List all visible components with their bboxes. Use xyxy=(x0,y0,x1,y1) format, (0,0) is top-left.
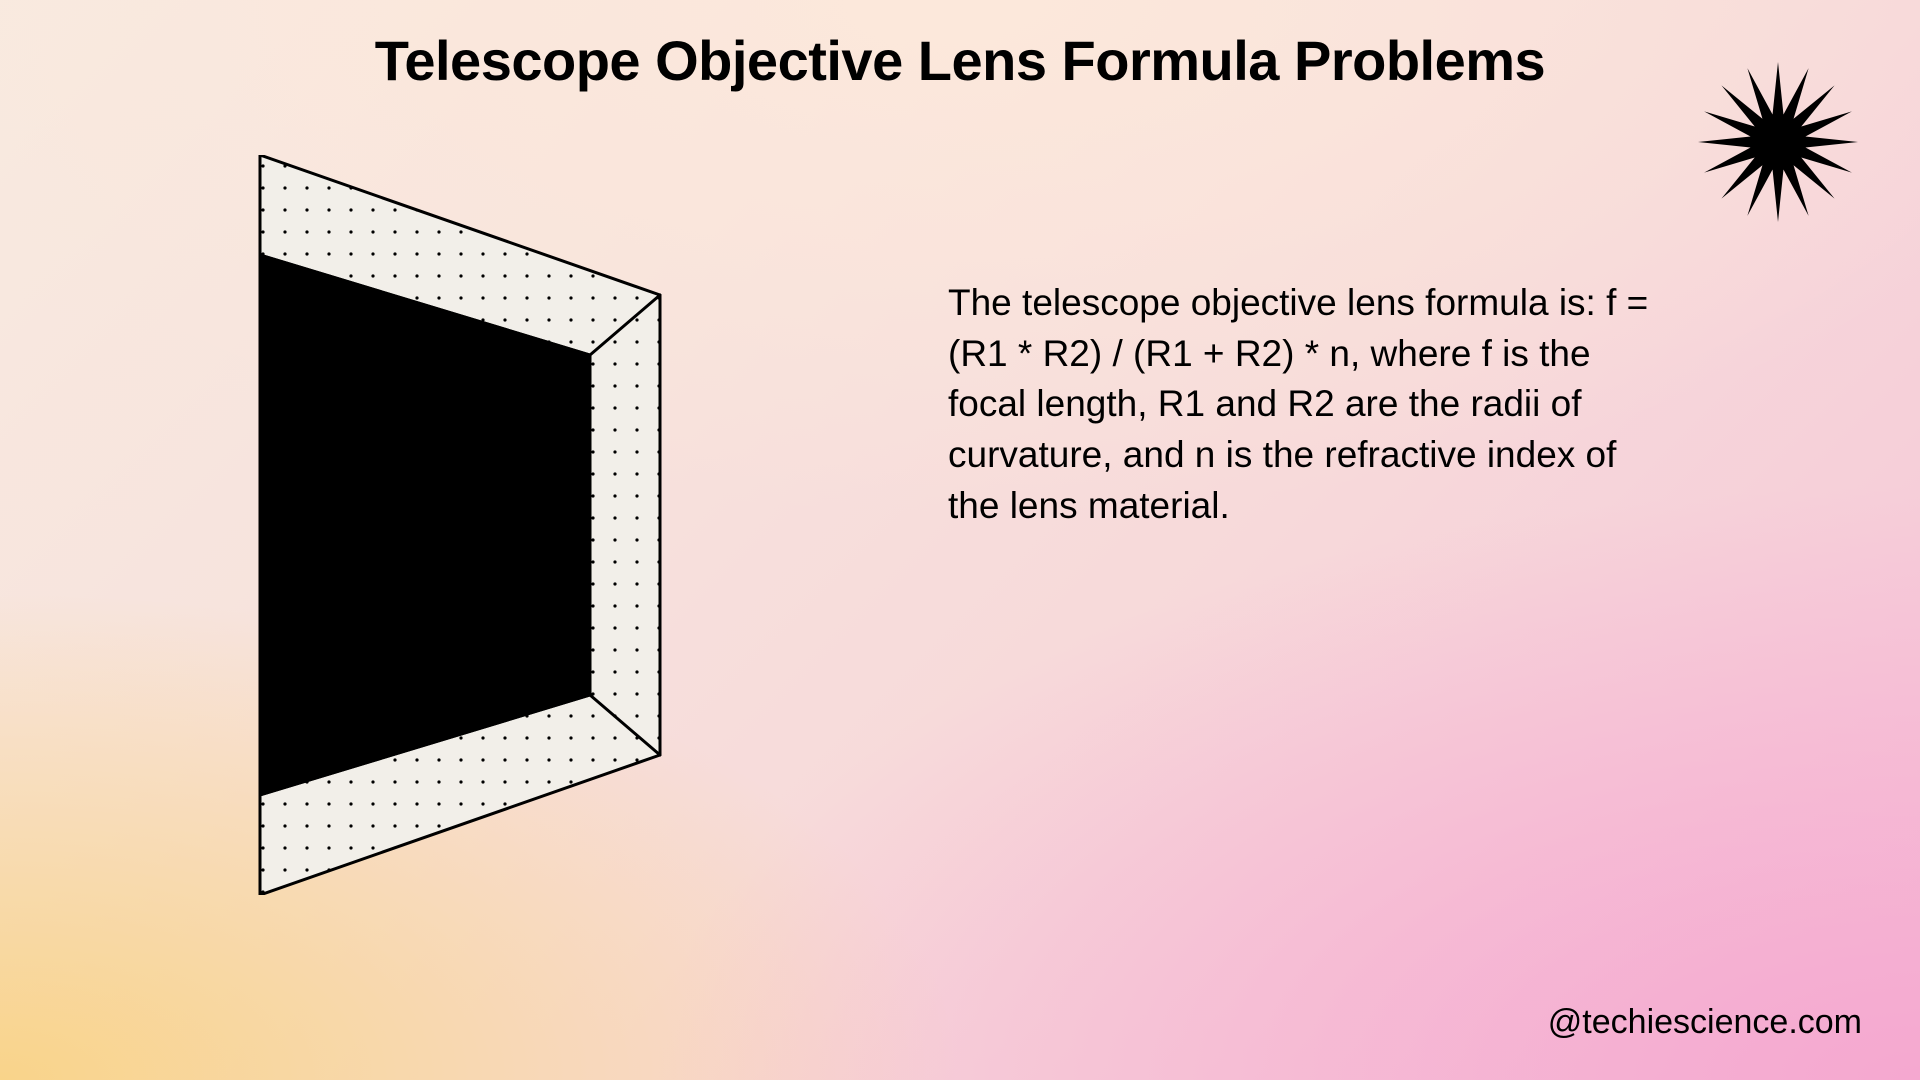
lens-illustration xyxy=(230,155,690,895)
body-text: The telescope objective lens formula is:… xyxy=(948,278,1658,531)
page-title: Telescope Objective Lens Formula Problem… xyxy=(0,28,1920,93)
starburst-icon xyxy=(1698,62,1858,222)
attribution: @techiescience.com xyxy=(1548,1003,1862,1042)
